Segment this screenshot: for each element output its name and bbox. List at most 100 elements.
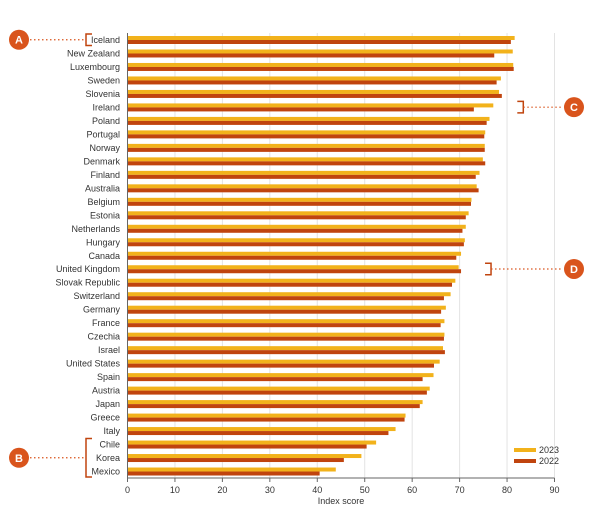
bar-2022-luxembourg [127, 66, 514, 71]
bar-2022-sweden [127, 80, 497, 85]
x-tick-label: 50 [360, 485, 370, 495]
bar-2023-japan [127, 400, 423, 405]
category-label: Canada [88, 251, 120, 261]
x-tick-label: 30 [265, 485, 275, 495]
annotation-letter: C [570, 102, 578, 114]
x-tick-label: 20 [217, 485, 227, 495]
bar-2023-switzerland [127, 292, 451, 297]
bar-2023-italy [127, 427, 396, 432]
category-label: Czechia [87, 332, 120, 342]
category-label: Denmark [83, 156, 120, 166]
bar-2023-iceland [127, 36, 515, 40]
category-label: Luxembourg [70, 62, 120, 72]
bar-2022-italy [127, 431, 389, 436]
category-label: Portugal [86, 129, 120, 139]
bar-2022-greece [127, 417, 405, 422]
bar-2023-belgium [127, 197, 472, 202]
bar-2022-switzerland [127, 296, 444, 301]
category-label: Italy [103, 426, 120, 436]
bar-2022-chile [127, 444, 367, 449]
bar-2022-japan [127, 404, 420, 409]
category-label: Germany [83, 305, 121, 315]
bar-2023-denmark [127, 157, 483, 162]
category-label: Netherlands [71, 224, 120, 234]
bar-2023-slovak-republic [127, 278, 456, 283]
bar-2022-germany [127, 309, 442, 314]
category-label: United States [66, 359, 121, 369]
bar-2023-sweden [127, 76, 501, 81]
category-label: Slovenia [85, 89, 120, 99]
x-tick-label: 40 [312, 485, 322, 495]
category-label: Japan [95, 399, 120, 409]
x-tick-label: 70 [455, 485, 465, 495]
category-label: Finland [90, 170, 120, 180]
annotation-bracket-c [517, 100, 525, 114]
bar-2022-new-zealand [127, 53, 495, 58]
bar-2022-united-kingdom [127, 269, 462, 274]
bar-2023-germany [127, 305, 446, 310]
bar-2022-canada [127, 255, 457, 260]
category-label: Switzerland [73, 291, 120, 301]
bar-2023-estonia [127, 211, 469, 216]
annotation-letter: B [15, 453, 23, 465]
bar-2023-poland [127, 116, 490, 121]
annotation-bracket-a [85, 33, 92, 47]
bar-2023-slovenia [127, 89, 499, 94]
bar-2023-austria [127, 386, 430, 391]
category-label: Australia [85, 183, 120, 193]
category-label: Israel [98, 345, 120, 355]
bar-2022-united-states [127, 363, 434, 368]
bar-2023-mexico [127, 467, 336, 472]
bar-2022-portugal [127, 134, 485, 139]
category-label: Chile [99, 440, 120, 450]
bar-2022-norway [127, 147, 485, 152]
bar-2022-poland [127, 120, 487, 125]
annotation-letter: D [570, 264, 578, 276]
legend-label-2022: 2022 [539, 456, 559, 466]
bar-2023-luxembourg [127, 62, 514, 67]
x-tick-label: 10 [170, 485, 180, 495]
legend-swatch-2023 [514, 448, 536, 452]
bar-2023-portugal [127, 130, 486, 135]
annotation-bracket-b [85, 437, 92, 478]
bar-2022-belgium [127, 201, 471, 206]
category-label: Estonia [90, 210, 120, 220]
bar-2023-united-states [127, 359, 440, 364]
category-label: United Kingdom [56, 264, 120, 274]
bar-2022-ireland [127, 107, 474, 112]
bar-2023-greece [127, 413, 406, 418]
bar-2023-ireland [127, 103, 494, 108]
bar-2022-czechia [127, 336, 444, 341]
category-label: New Zealand [67, 48, 120, 58]
x-axis-title: Index score [318, 496, 365, 506]
bar-2023-finland [127, 170, 480, 175]
category-label: Korea [96, 453, 120, 463]
category-label: Norway [89, 143, 120, 153]
category-label: Spain [97, 372, 120, 382]
x-tick-label: 0 [125, 485, 130, 495]
bar-2022-austria [127, 390, 427, 395]
bar-2022-slovak-republic [127, 282, 453, 287]
category-label: Hungary [86, 237, 121, 247]
bar-2022-iceland [127, 40, 511, 44]
bar-2022-korea [127, 458, 344, 463]
annotation-marker-c [564, 97, 584, 118]
bar-2023-czechia [127, 332, 445, 337]
bar-2023-new-zealand [127, 49, 513, 54]
bar-2023-korea [127, 454, 362, 459]
bar-2022-finland [127, 174, 476, 179]
legend-label-2023: 2023 [539, 445, 559, 455]
x-tick-label: 60 [407, 485, 417, 495]
bar-2023-norway [127, 143, 485, 148]
bar-2023-france [127, 319, 445, 324]
bar-2022-australia [127, 188, 479, 193]
bar-2023-united-kingdom [127, 265, 459, 270]
bar-2023-chile [127, 440, 377, 445]
x-tick-label: 90 [549, 485, 559, 495]
category-label: Austria [92, 386, 120, 396]
bar-2022-hungary [127, 242, 464, 247]
bar-2022-slovenia [127, 93, 502, 98]
category-label: France [92, 318, 120, 328]
bar-2023-netherlands [127, 224, 466, 229]
